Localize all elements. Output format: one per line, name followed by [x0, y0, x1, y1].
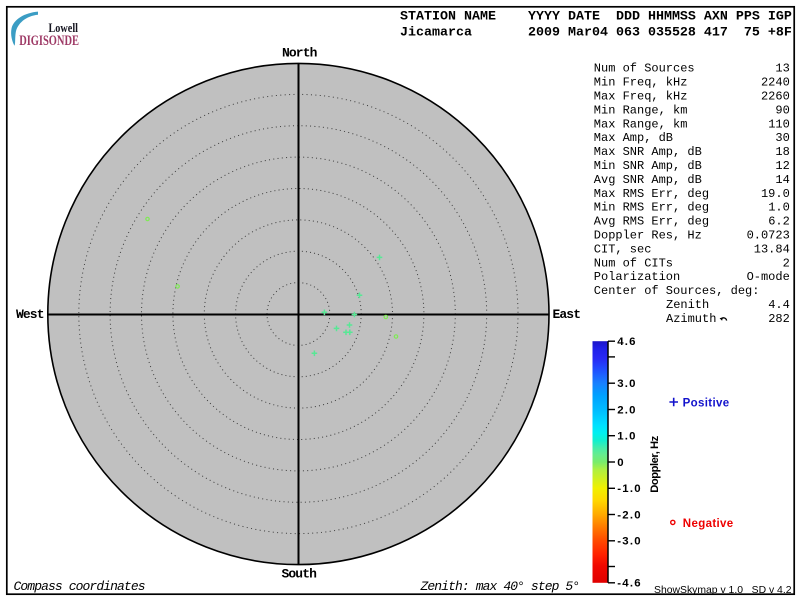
svg-text:Azimuth: Azimuth [666, 312, 716, 326]
svg-text:North: North [282, 46, 318, 61]
svg-text:2240: 2240 [761, 76, 790, 90]
svg-text:Max SNR Amp, dB: Max SNR Amp, dB [594, 145, 702, 159]
svg-text:Zenith: max 40° step 5°: Zenith: max 40° step 5° [420, 579, 580, 594]
svg-text:Min Freq, kHz: Min Freq, kHz [594, 76, 688, 90]
svg-text:6.2: 6.2 [768, 215, 790, 229]
svg-text:STATION NAME YYYY DATE DDD: STATION NAME YYYY DATE DDD HHMMSS AXN PP… [400, 9, 792, 24]
svg-text:Doppler, Hz: Doppler, Hz [649, 435, 661, 492]
svg-text:3.0: 3.0 [617, 378, 637, 390]
svg-text:Avg SNR Amp, dB: Avg SNR Amp, dB [594, 173, 702, 187]
svg-text:ShowSkymap v 1.0 SD v 4.2: ShowSkymap v 1.0 SD v 4.2 [654, 585, 792, 596]
svg-text:13: 13 [775, 62, 789, 76]
svg-text:Max Amp, dB: Max Amp, dB [594, 131, 673, 145]
svg-text:2260: 2260 [761, 90, 790, 104]
svg-text:Min SNR Amp, dB: Min SNR Amp, dB [594, 159, 702, 173]
svg-text:18: 18 [775, 145, 789, 159]
svg-text:Jicamarca 2009 Mar04 063: Jicamarca 2009 Mar04 063 035528 417 75 +… [400, 26, 792, 41]
svg-text:Num of Sources: Num of Sources [594, 62, 695, 76]
svg-text:Min Range, km: Min Range, km [594, 103, 688, 117]
svg-text:West: West [16, 307, 44, 322]
svg-text:Zenith: Zenith [666, 298, 709, 312]
svg-text:2.0: 2.0 [617, 404, 637, 416]
svg-text:282: 282 [768, 312, 790, 326]
svg-text:19.0: 19.0 [761, 187, 790, 201]
svg-text:110: 110 [768, 117, 790, 131]
svg-text:1.0: 1.0 [768, 201, 790, 215]
svg-text:South: South [282, 567, 318, 582]
svg-text:O-mode: O-mode [747, 270, 790, 284]
svg-text:Max Range, km: Max Range, km [594, 117, 688, 131]
svg-text:14: 14 [775, 173, 789, 187]
svg-text:-1.0: -1.0 [617, 483, 642, 495]
svg-text:0.0723: 0.0723 [747, 229, 790, 243]
svg-text:Polarization: Polarization [594, 270, 680, 284]
svg-text:-3.0: -3.0 [617, 536, 642, 548]
svg-text:-4.6: -4.6 [617, 578, 642, 590]
svg-text:0: 0 [617, 457, 625, 469]
svg-text:Min RMS Err, deg: Min RMS Err, deg [594, 201, 709, 215]
svg-text:2: 2 [783, 256, 790, 270]
svg-text:90: 90 [775, 103, 789, 117]
svg-text:4.6: 4.6 [617, 336, 637, 348]
svg-text:1.0: 1.0 [617, 431, 637, 443]
svg-text:Compass coordinates: Compass coordinates [14, 579, 145, 594]
svg-text:DIGISONDE: DIGISONDE [19, 33, 79, 49]
svg-text:Avg RMS Err, deg: Avg RMS Err, deg [594, 215, 709, 229]
svg-text:12: 12 [775, 159, 789, 173]
svg-text:Lowell: Lowell [49, 21, 79, 35]
svg-text:East: East [553, 307, 581, 322]
svg-text:CIT, sec: CIT, sec [594, 242, 652, 256]
svg-text:Max Freq, kHz: Max Freq, kHz [594, 90, 688, 104]
svg-text:Negative: Negative [683, 518, 734, 530]
svg-text:30: 30 [775, 131, 789, 145]
svg-text:Doppler Res, Hz: Doppler Res, Hz [594, 229, 702, 243]
svg-text:Positive: Positive [683, 398, 730, 410]
svg-text:-2.0: -2.0 [617, 509, 642, 521]
svg-text:4.4: 4.4 [768, 298, 790, 312]
svg-text:13.84: 13.84 [754, 242, 790, 256]
svg-text:Center of Sources, deg:: Center of Sources, deg: [594, 284, 760, 298]
svg-text:Max RMS Err, deg: Max RMS Err, deg [594, 187, 709, 201]
svg-text:Num of CITs: Num of CITs [594, 256, 673, 270]
